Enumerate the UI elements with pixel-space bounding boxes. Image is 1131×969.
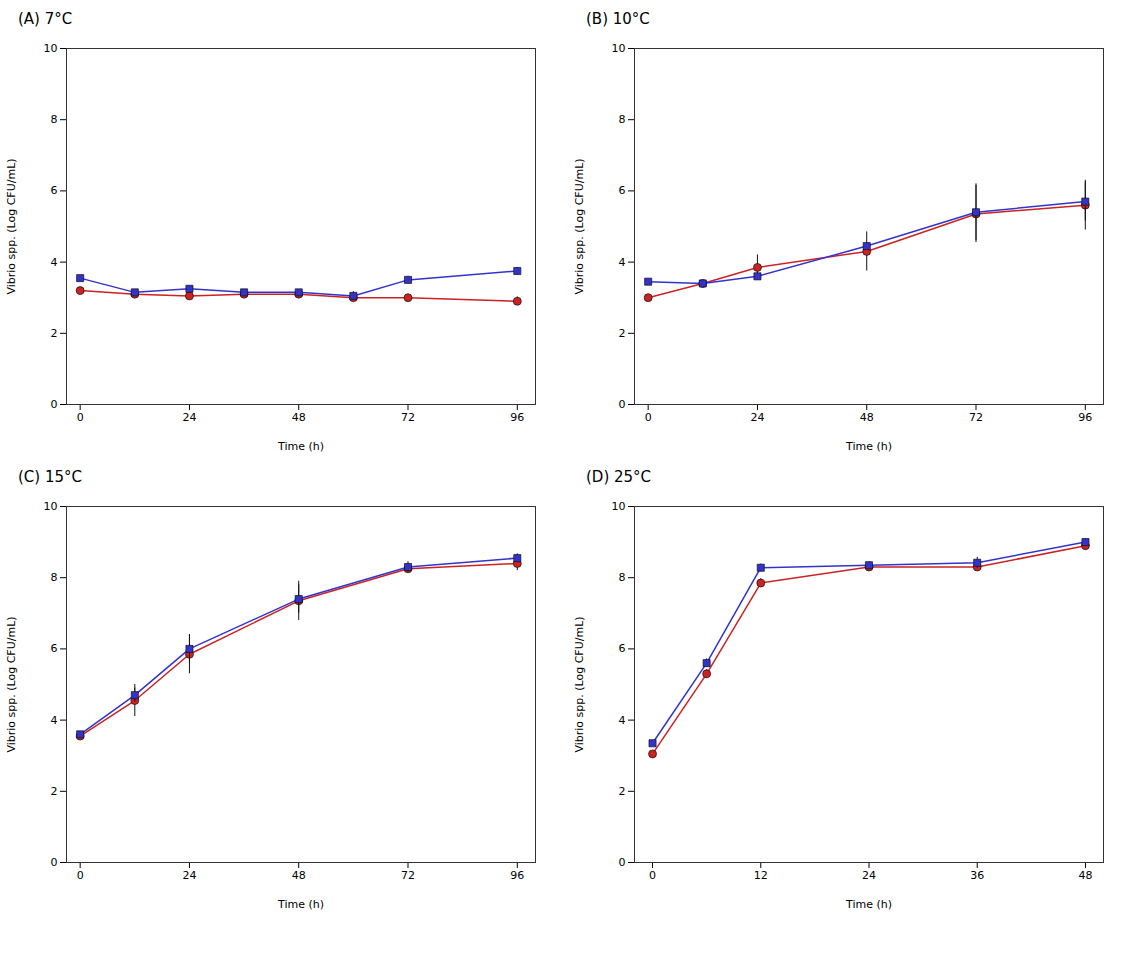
- svg-text:72: 72: [401, 411, 415, 424]
- svg-text:0: 0: [619, 398, 626, 411]
- svg-text:4: 4: [51, 714, 58, 727]
- html-text:(D) 25°C: (D) 25°C: [586, 468, 652, 486]
- svg-text:10: 10: [612, 42, 626, 55]
- svg-text:8: 8: [51, 571, 58, 584]
- svg-text:10: 10: [612, 500, 626, 513]
- svg-text:48: 48: [292, 411, 306, 424]
- svg-text:2: 2: [51, 327, 58, 340]
- svg-text:0: 0: [77, 869, 84, 882]
- svg-text:Time (h): Time (h): [277, 440, 324, 453]
- svg-text:96: 96: [510, 869, 524, 882]
- svg-text:Vibrio spp. (Log CFU/mL): Vibrio spp. (Log CFU/mL): [5, 158, 18, 294]
- svg-text:0: 0: [77, 411, 84, 424]
- svg-text:8: 8: [619, 113, 626, 126]
- svg-text:Vibrio spp. (Log CFU/mL): Vibrio spp. (Log CFU/mL): [5, 616, 18, 752]
- svg-text:48: 48: [292, 869, 306, 882]
- svg-text:Time (h): Time (h): [277, 898, 324, 911]
- svg-text:6: 6: [51, 642, 58, 655]
- svg-text:Vibrio spp. (Log CFU/mL): Vibrio spp. (Log CFU/mL): [573, 158, 586, 294]
- svg-text:0: 0: [645, 411, 652, 424]
- svg-text:Time (h): Time (h): [845, 440, 892, 453]
- svg-text:0: 0: [51, 398, 58, 411]
- svg-text:12: 12: [754, 869, 768, 882]
- svg-text:2: 2: [619, 327, 626, 340]
- html-text:(B) 10°C: (B) 10°C: [586, 10, 650, 28]
- svg-text:6: 6: [619, 184, 626, 197]
- svg-text:8: 8: [51, 113, 58, 126]
- svg-text:24: 24: [862, 869, 876, 882]
- svg-text:2: 2: [51, 785, 58, 798]
- svg-text:24: 24: [182, 411, 196, 424]
- svg-text:48: 48: [860, 411, 874, 424]
- svg-text:0: 0: [619, 856, 626, 869]
- svg-text:0: 0: [51, 856, 58, 869]
- svg-text:24: 24: [750, 411, 764, 424]
- svg-text:24: 24: [182, 869, 196, 882]
- svg-text:6: 6: [51, 184, 58, 197]
- svg-text:0: 0: [649, 869, 656, 882]
- svg-text:2: 2: [619, 785, 626, 798]
- svg-text:Vibrio spp. (Log CFU/mL): Vibrio spp. (Log CFU/mL): [573, 616, 586, 752]
- svg-text:6: 6: [619, 642, 626, 655]
- svg-text:4: 4: [51, 256, 58, 269]
- svg-text:4: 4: [619, 256, 626, 269]
- svg-text:48: 48: [1078, 869, 1092, 882]
- svg-text:10: 10: [44, 42, 58, 55]
- svg-text:4: 4: [619, 714, 626, 727]
- html-text:(A) 7°C: (A) 7°C: [18, 10, 73, 28]
- svg-text:Time (h): Time (h): [845, 898, 892, 911]
- html-text:(C) 15°C: (C) 15°C: [18, 468, 82, 486]
- svg-text:96: 96: [1078, 411, 1092, 424]
- svg-text:72: 72: [401, 869, 415, 882]
- svg-text:10: 10: [44, 500, 58, 513]
- svg-text:8: 8: [619, 571, 626, 584]
- svg-text:36: 36: [970, 869, 984, 882]
- svg-text:72: 72: [969, 411, 983, 424]
- svg-text:96: 96: [510, 411, 524, 424]
